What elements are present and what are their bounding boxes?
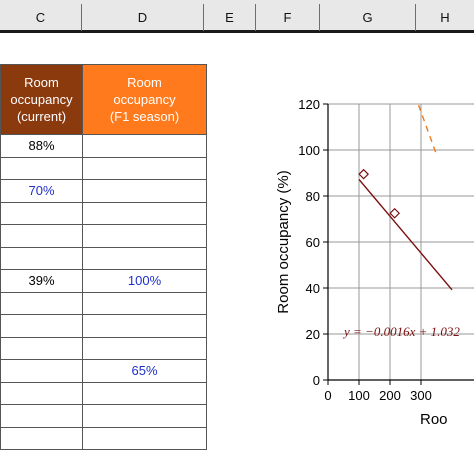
table-header-row: Room occupancy (current) Room occupancy … bbox=[0, 64, 207, 135]
column-label: F bbox=[283, 10, 292, 25]
header-current-cell[interactable]: Room occupancy (current) bbox=[0, 64, 83, 135]
trendline-equation: y = −0.0016x + 1.032 bbox=[342, 324, 460, 339]
table-row bbox=[0, 314, 207, 338]
table-row bbox=[0, 224, 207, 248]
column-header-f[interactable]: F bbox=[256, 4, 320, 31]
occupancy-chart: 0 100 200 300 0 20 40 60 80 100 120 y = −0.0016x … bbox=[275, 97, 474, 428]
cell-f1[interactable] bbox=[82, 246, 207, 270]
cell-current[interactable]: 39% bbox=[0, 269, 83, 293]
column-header-bar: C D E F G H bbox=[0, 0, 474, 33]
column-header-h[interactable]: H bbox=[416, 4, 474, 31]
column-label: G bbox=[362, 10, 373, 25]
cell-f1[interactable] bbox=[82, 201, 207, 225]
x-tick-label: 0 bbox=[324, 388, 331, 403]
header-line: occupancy bbox=[113, 92, 176, 107]
cell-f1[interactable] bbox=[82, 404, 207, 428]
table-row bbox=[0, 156, 207, 180]
column-label: D bbox=[137, 10, 148, 25]
column-label: H bbox=[440, 10, 450, 25]
cell-current[interactable] bbox=[0, 426, 83, 450]
x-axis-ticks: 0 100 200 300 bbox=[324, 380, 432, 403]
table-row: 70% bbox=[0, 179, 207, 203]
chart-lines bbox=[358, 104, 453, 291]
header-line: Room bbox=[127, 75, 162, 90]
cell-f1[interactable] bbox=[82, 314, 207, 338]
y-tick-label: 100 bbox=[298, 143, 320, 158]
column-header-c[interactable]: C bbox=[0, 4, 82, 31]
table-row bbox=[0, 201, 207, 225]
cell-current[interactable] bbox=[0, 381, 83, 405]
data-point bbox=[389, 207, 400, 219]
table-row bbox=[0, 336, 207, 360]
cell-current[interactable]: 70% bbox=[0, 179, 83, 203]
y-tick-label: 20 bbox=[306, 327, 320, 342]
cell-current[interactable] bbox=[0, 156, 83, 180]
x-axis-label: Roo bbox=[420, 411, 448, 428]
cell-f1[interactable]: 65% bbox=[82, 359, 207, 383]
column-header-g[interactable]: G bbox=[320, 4, 416, 31]
cell-f1[interactable] bbox=[82, 336, 207, 360]
cell-current[interactable] bbox=[0, 359, 83, 383]
cell-f1[interactable] bbox=[82, 224, 207, 248]
y-tick-label: 120 bbox=[298, 97, 320, 112]
y-tick-label: 40 bbox=[306, 281, 320, 296]
table-row bbox=[0, 404, 207, 428]
cell-current[interactable] bbox=[0, 291, 83, 315]
x-tick-label: 200 bbox=[379, 388, 401, 403]
column-label: E bbox=[225, 10, 234, 25]
cell-current[interactable] bbox=[0, 404, 83, 428]
table-row: 65% bbox=[0, 359, 207, 383]
x-tick-label: 300 bbox=[410, 388, 432, 403]
y-axis-label: Room occupancy (%) bbox=[275, 170, 292, 313]
column-header-d[interactable]: D bbox=[82, 4, 204, 31]
table-row bbox=[0, 246, 207, 270]
table-row: 39% 100% bbox=[0, 269, 207, 293]
cell-current[interactable] bbox=[0, 224, 83, 248]
header-line: occupancy bbox=[10, 92, 73, 107]
header-line: Room bbox=[24, 75, 59, 90]
table-row bbox=[0, 426, 207, 450]
y-tick-label: 60 bbox=[306, 235, 320, 250]
cell-f1[interactable] bbox=[82, 426, 207, 450]
cell-current[interactable] bbox=[0, 246, 83, 270]
cell-f1[interactable]: 100% bbox=[82, 269, 207, 293]
cell-f1[interactable] bbox=[82, 134, 207, 158]
x-tick-label: 100 bbox=[348, 388, 370, 403]
cell-current[interactable] bbox=[0, 336, 83, 360]
column-label: C bbox=[35, 10, 46, 25]
y-tick-label: 0 bbox=[313, 373, 320, 388]
header-line: (F1 season) bbox=[109, 109, 180, 124]
table-row bbox=[0, 381, 207, 405]
cell-current[interactable] bbox=[0, 201, 83, 225]
header-line: (current) bbox=[16, 109, 67, 124]
cell-current[interactable]: 88% bbox=[0, 134, 83, 158]
table-row bbox=[0, 291, 207, 315]
occupancy-table: Room occupancy (current) Room occupancy … bbox=[0, 64, 207, 450]
cell-f1[interactable] bbox=[82, 156, 207, 180]
data-point bbox=[358, 168, 369, 180]
cell-current[interactable] bbox=[0, 314, 83, 338]
table-row: 88% bbox=[0, 134, 207, 158]
cell-f1[interactable] bbox=[82, 291, 207, 315]
header-f1-cell[interactable]: Room occupancy (F1 season) bbox=[82, 64, 207, 135]
y-tick-label: 80 bbox=[306, 189, 320, 204]
y-axis-ticks: 0 20 40 60 80 100 120 bbox=[298, 97, 328, 388]
chart-grid bbox=[328, 103, 474, 380]
cell-f1[interactable] bbox=[82, 381, 207, 405]
cell-f1[interactable] bbox=[82, 179, 207, 203]
column-header-e[interactable]: E bbox=[204, 4, 256, 31]
trendline bbox=[358, 178, 453, 291]
chart-points bbox=[358, 168, 400, 219]
